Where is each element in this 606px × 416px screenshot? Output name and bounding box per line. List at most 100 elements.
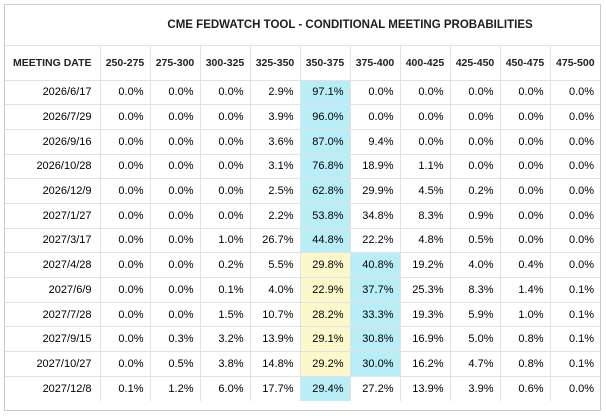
probability-cell: 17.7%	[249, 376, 300, 401]
col-header-250-275[interactable]: 250-275	[99, 45, 150, 81]
probability-cell: 0.0%	[199, 80, 250, 106]
probability-cell: 0.0%	[99, 252, 150, 278]
probability-cell: 1.0%	[199, 228, 250, 254]
col-header-300-325[interactable]: 300-325	[199, 45, 250, 81]
table-row: 2027/7/28 0.0% 0.0% 1.5% 10.7% 28.2% 33.3% 19.3…	[5, 302, 601, 328]
probability-cell: 8.3%	[399, 203, 450, 229]
probability-cell: 0.1%	[199, 277, 250, 303]
probability-cell: 0.0%	[349, 80, 400, 106]
meeting-date-cell: 2027/1/27	[5, 203, 100, 229]
probability-cell: 0.0%	[199, 104, 250, 130]
meeting-date-cell: 2027/6/9	[5, 277, 100, 303]
probability-cell: 0.0%	[549, 203, 601, 229]
probability-cell: 25.3%	[399, 277, 450, 303]
probability-cell: 0.1%	[549, 326, 601, 353]
probability-cell: 0.0%	[99, 104, 150, 130]
probability-cell: 13.9%	[399, 376, 450, 401]
probability-cell: 2.9%	[249, 80, 300, 106]
table-title: CME FEDWATCH TOOL - CONDITIONAL MEETING …	[100, 5, 601, 46]
table-row: 2027/10/27 0.0% 0.5% 3.8% 14.8% 29.2% 30.0% 16.…	[5, 351, 601, 377]
probability-cell: 0.0%	[199, 178, 250, 204]
col-header-425-450[interactable]: 425-450	[449, 45, 500, 81]
probability-cell: 18.9%	[349, 154, 400, 180]
probability-cell: 0.4%	[499, 252, 550, 278]
col-header-450-475[interactable]: 450-475	[499, 45, 550, 81]
probability-cell: 0.0%	[99, 302, 150, 328]
probability-cell: 19.3%	[399, 302, 450, 328]
probability-cell: 0.0%	[99, 80, 150, 106]
probability-cell: 34.8%	[349, 203, 400, 229]
probability-cell: 0.0%	[199, 129, 250, 155]
probability-cell: 0.1%	[99, 376, 150, 401]
probability-cell: 14.8%	[249, 351, 300, 377]
col-header-475-500[interactable]: 475-500	[549, 45, 601, 81]
probability-cell: 0.0%	[499, 80, 550, 106]
table-row: 2026/12/9 0.0% 0.0% 0.0% 2.5% 62.8% 29.9% 4.5% 0…	[5, 178, 601, 204]
probability-cell: 29.1%	[299, 326, 350, 353]
probability-cell: 5.0%	[449, 326, 500, 353]
probability-cell: 3.9%	[249, 104, 300, 130]
probability-cell: 29.4%	[299, 376, 350, 401]
probability-cell: 26.7%	[249, 228, 300, 254]
probability-cell: 0.0%	[349, 104, 400, 130]
probability-cell: 1.2%	[149, 376, 200, 401]
meeting-date-cell: 2027/7/28	[5, 302, 100, 328]
probability-cell: 0.0%	[449, 129, 500, 155]
probability-cell: 53.8%	[299, 203, 350, 229]
probability-cell: 13.9%	[249, 326, 300, 353]
probability-cell: 0.0%	[149, 277, 200, 303]
col-header-325-350[interactable]: 325-350	[249, 45, 300, 81]
probability-cell: 29.8%	[299, 252, 350, 278]
probability-cell: 0.0%	[549, 154, 601, 180]
probability-cell: 96.0%	[299, 104, 350, 130]
probability-cell: 0.0%	[499, 129, 550, 155]
probability-cell: 9.4%	[349, 129, 400, 155]
probability-cell: 0.0%	[149, 302, 200, 328]
col-header-400-425[interactable]: 400-425	[399, 45, 450, 81]
probability-cell: 0.0%	[499, 228, 550, 254]
probability-cell: 0.2%	[199, 252, 250, 278]
col-header-375-400[interactable]: 375-400	[349, 45, 400, 81]
probability-cell: 0.0%	[549, 80, 601, 106]
probability-cell: 44.8%	[299, 228, 350, 254]
probability-cell: 0.0%	[149, 228, 200, 254]
probability-cell: 0.0%	[549, 228, 601, 254]
probability-cell: 29.9%	[349, 178, 400, 204]
table-row: 2027/1/27 0.0% 0.0% 0.0% 2.2% 53.8% 34.8% 8.3% 0…	[5, 203, 601, 229]
probability-cell: 22.9%	[299, 277, 350, 303]
table-row: 2026/10/28 0.0% 0.0% 0.0% 3.1% 76.8% 18.9% 1.1%…	[5, 154, 601, 180]
probability-cell: 0.0%	[449, 104, 500, 130]
probability-cell: 22.2%	[349, 228, 400, 254]
probability-cell: 1.1%	[399, 154, 450, 180]
probability-cell: 0.0%	[549, 252, 601, 278]
probability-cell: 0.3%	[149, 326, 200, 353]
meeting-date-cell: 2026/6/17	[5, 80, 100, 106]
probability-cell: 0.0%	[549, 376, 601, 401]
meeting-date-cell: 2027/4/28	[5, 252, 100, 278]
probability-cell: 0.1%	[549, 351, 601, 377]
table-row: 2027/6/9 0.0% 0.0% 0.1% 4.0% 22.9% 37.7% 25.3% 8…	[5, 277, 601, 303]
probability-cell: 0.0%	[99, 351, 150, 377]
probability-cell: 3.8%	[199, 351, 250, 377]
probability-cell: 0.0%	[149, 203, 200, 229]
meeting-date-cell: 2027/10/27	[5, 351, 100, 377]
probability-cell: 30.0%	[349, 351, 400, 377]
probability-cell: 76.8%	[299, 154, 350, 180]
probability-cell: 0.0%	[99, 277, 150, 303]
probability-cell: 37.7%	[349, 277, 400, 303]
col-header-meeting-date[interactable]: MEETING DATE	[5, 45, 100, 81]
title-row: CME FEDWATCH TOOL - CONDITIONAL MEETING …	[5, 5, 601, 46]
probability-cell: 4.0%	[449, 252, 500, 278]
probability-cell: 0.1%	[549, 277, 601, 303]
probability-cell: 0.0%	[99, 129, 150, 155]
probability-cell: 29.2%	[299, 351, 350, 377]
col-header-275-300[interactable]: 275-300	[149, 45, 200, 81]
probability-cell: 87.0%	[299, 129, 350, 155]
probability-cell: 0.0%	[449, 80, 500, 106]
col-header-350-375[interactable]: 350-375	[299, 45, 350, 81]
probability-cell: 0.5%	[149, 351, 200, 377]
probability-cell: 0.0%	[499, 154, 550, 180]
probability-cell: 3.1%	[249, 154, 300, 180]
probability-cell: 1.0%	[499, 302, 550, 328]
meeting-date-cell: 2026/12/9	[5, 178, 100, 204]
